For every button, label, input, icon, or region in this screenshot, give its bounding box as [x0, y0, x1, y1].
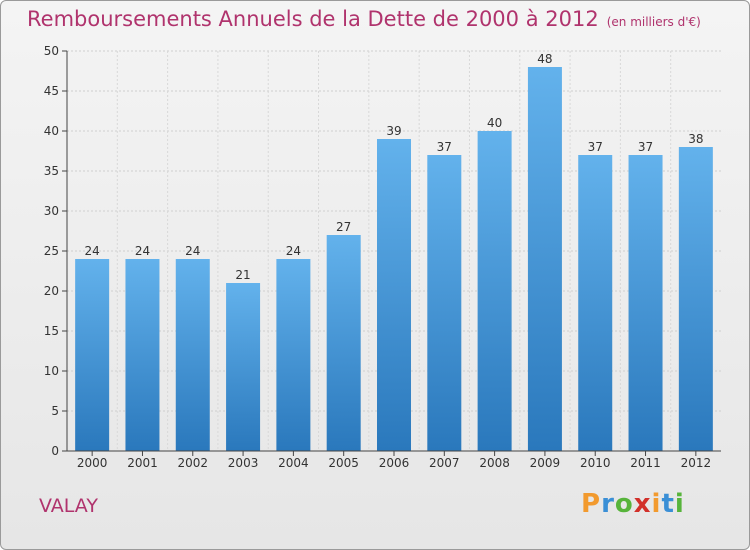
- x-tick-label-2006: 2006: [379, 456, 410, 470]
- y-tick-label: 0: [51, 444, 59, 458]
- bar-2011: [628, 155, 663, 451]
- logo-letter: t: [661, 489, 675, 519]
- bar-2003: [226, 283, 261, 451]
- place-name: VALAY: [39, 495, 98, 517]
- data-label-2003: 21: [235, 268, 250, 282]
- x-tick-label-2009: 2009: [530, 456, 561, 470]
- y-tick-label: 50: [44, 44, 59, 58]
- x-tick-label-2012: 2012: [681, 456, 712, 470]
- bar-2000: [75, 259, 110, 451]
- data-label-2001: 24: [135, 244, 150, 258]
- y-tick-label: 25: [44, 244, 59, 258]
- logo-letter: i: [674, 489, 685, 519]
- y-tick-label: 10: [44, 364, 59, 378]
- bars: [75, 67, 713, 451]
- chart-subtitle: (en milliers d'€): [606, 15, 701, 29]
- y-tick-label: 15: [44, 324, 59, 338]
- y-tick-label: 5: [51, 404, 59, 418]
- bar-2001: [125, 259, 160, 451]
- bar-2008: [477, 131, 512, 451]
- y-tick-label: 45: [44, 84, 59, 98]
- data-label-2012: 38: [688, 132, 703, 146]
- data-label-2002: 24: [185, 244, 200, 258]
- data-label-2007: 37: [437, 140, 452, 154]
- x-tick-label-2010: 2010: [580, 456, 611, 470]
- bar-2004: [276, 259, 311, 451]
- bar-2009: [527, 67, 562, 451]
- x-tick-label-2001: 2001: [127, 456, 158, 470]
- bar-2005: [326, 235, 361, 451]
- data-label-2008: 40: [487, 116, 502, 130]
- data-label-2009: 48: [537, 52, 552, 66]
- logo-letter: i: [651, 489, 662, 519]
- logo-letter: x: [633, 489, 652, 519]
- x-tick-label-2002: 2002: [177, 456, 208, 470]
- x-tick-label-2003: 2003: [228, 456, 259, 470]
- data-label-2006: 39: [386, 124, 401, 138]
- proxiti-logo: Proxiti: [581, 489, 685, 519]
- data-label-2004: 24: [286, 244, 301, 258]
- x-tick-label-2007: 2007: [429, 456, 460, 470]
- x-tick-label-2008: 2008: [479, 456, 510, 470]
- logo-letter: r: [601, 489, 615, 519]
- logo-letter: P: [581, 489, 602, 519]
- data-label-2000: 24: [85, 244, 100, 258]
- chart-title-text: Remboursements Annuels de la Dette de 20…: [27, 7, 599, 31]
- data-labels: 24 24 24 21 24 27 39 37 40 48 37 37 38: [85, 52, 704, 282]
- bar-2002: [175, 259, 210, 451]
- logo-letter: o: [614, 489, 634, 519]
- bar-2010: [578, 155, 613, 451]
- axes: 0 5 10 15 20 25 30 35 40 45 50 2000 2001 2002 2003 2004…: [44, 44, 721, 470]
- y-tick-label: 40: [44, 124, 59, 138]
- y-tick-label: 35: [44, 164, 59, 178]
- data-label-2011: 37: [638, 140, 653, 154]
- bar-2007: [427, 155, 462, 451]
- chart-title: Remboursements Annuels de la Dette de 20…: [27, 7, 701, 31]
- data-label-2005: 27: [336, 220, 351, 234]
- x-tick-label-2011: 2011: [630, 456, 661, 470]
- bar-2006: [377, 139, 411, 451]
- x-tick-label-2004: 2004: [278, 456, 309, 470]
- x-tick-label-2000: 2000: [77, 456, 108, 470]
- data-label-2010: 37: [588, 140, 603, 154]
- bar-2012: [678, 147, 713, 451]
- y-tick-label: 20: [44, 284, 59, 298]
- y-tick-label: 30: [44, 204, 59, 218]
- x-tick-label-2005: 2005: [328, 456, 359, 470]
